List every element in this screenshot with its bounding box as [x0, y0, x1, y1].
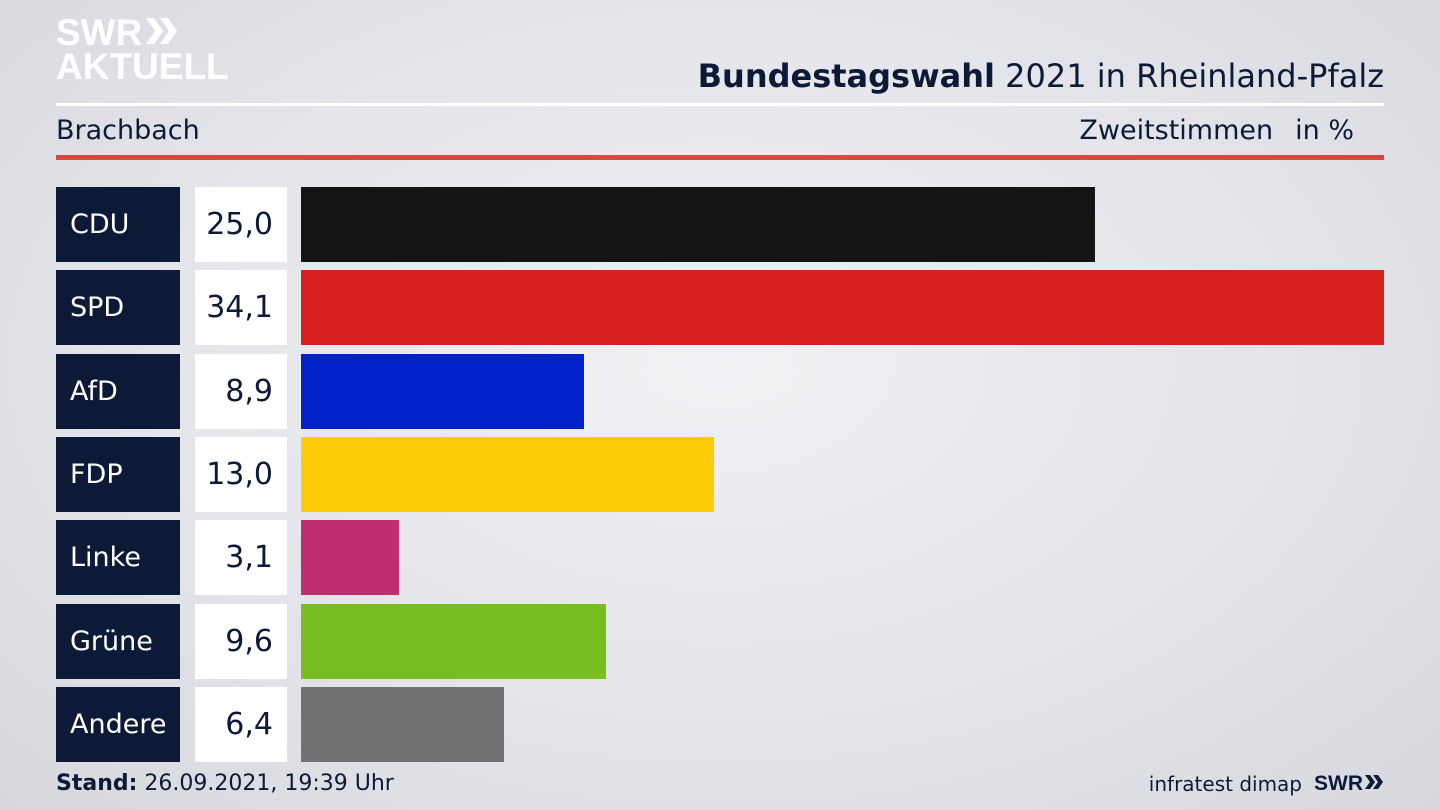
bar-row: Grüne 9,6: [56, 604, 1384, 679]
value-label: 34,1: [195, 270, 287, 345]
bar: [301, 270, 1384, 345]
bar: [301, 687, 504, 762]
bar: [301, 604, 606, 679]
title-bold: Bundestagswahl: [697, 57, 995, 95]
party-label: CDU: [56, 187, 180, 262]
bar-row: CDU 25,0: [56, 187, 1384, 262]
accent-divider: [56, 155, 1384, 160]
chart-subtitle: Zweitstimmen in %: [1079, 115, 1354, 146]
stand-label: Stand:: [56, 771, 138, 796]
small-chevron-icon: [1364, 773, 1384, 795]
bar-row: Linke 3,1: [56, 520, 1384, 595]
logo-aktuell-text: AKTUELL: [56, 46, 229, 87]
bar-row: FDP 13,0: [56, 437, 1384, 512]
measure-label: Zweitstimmen: [1079, 115, 1274, 146]
party-label: AfD: [56, 354, 180, 429]
bar-row: AfD 8,9: [56, 354, 1384, 429]
timestamp: Stand: 26.09.2021, 19:39 Uhr: [56, 771, 394, 796]
value-label: 9,6: [195, 604, 287, 679]
chart-title: Bundestagswahl 2021 in Rheinland-Pfalz: [698, 57, 1384, 95]
region-name: Brachbach: [56, 115, 200, 146]
title-rest: 2021 in Rheinland-Pfalz: [995, 57, 1384, 95]
swr-brand: SWR: [1314, 772, 1363, 795]
value-label: 8,9: [195, 354, 287, 429]
logo-swr-text: SWR: [56, 12, 143, 53]
value-label: 3,1: [195, 520, 287, 595]
value-label: 13,0: [195, 437, 287, 512]
bar: [301, 520, 399, 595]
bar: [301, 187, 1095, 262]
value-label: 25,0: [195, 187, 287, 262]
unit-label: in %: [1295, 115, 1354, 146]
header-divider: [56, 103, 1384, 106]
party-label: FDP: [56, 437, 180, 512]
double-chevron-icon: [144, 16, 180, 50]
party-label: Andere: [56, 687, 180, 762]
bar-row: Andere 6,4: [56, 687, 1384, 762]
value-label: 6,4: [195, 687, 287, 762]
bar-row: SPD 34,1: [56, 270, 1384, 345]
party-label: SPD: [56, 270, 180, 345]
swr-aktuell-logo: SWR AKTUELL: [56, 12, 229, 87]
footer-credits: infratest dimap SWR: [1149, 772, 1384, 796]
bar: [301, 354, 584, 429]
stand-value: 26.09.2021, 19:39 Uhr: [137, 771, 394, 796]
bar: [301, 437, 714, 512]
source-label: infratest dimap: [1148, 772, 1302, 796]
party-label: Linke: [56, 520, 180, 595]
party-label: Grüne: [56, 604, 180, 679]
